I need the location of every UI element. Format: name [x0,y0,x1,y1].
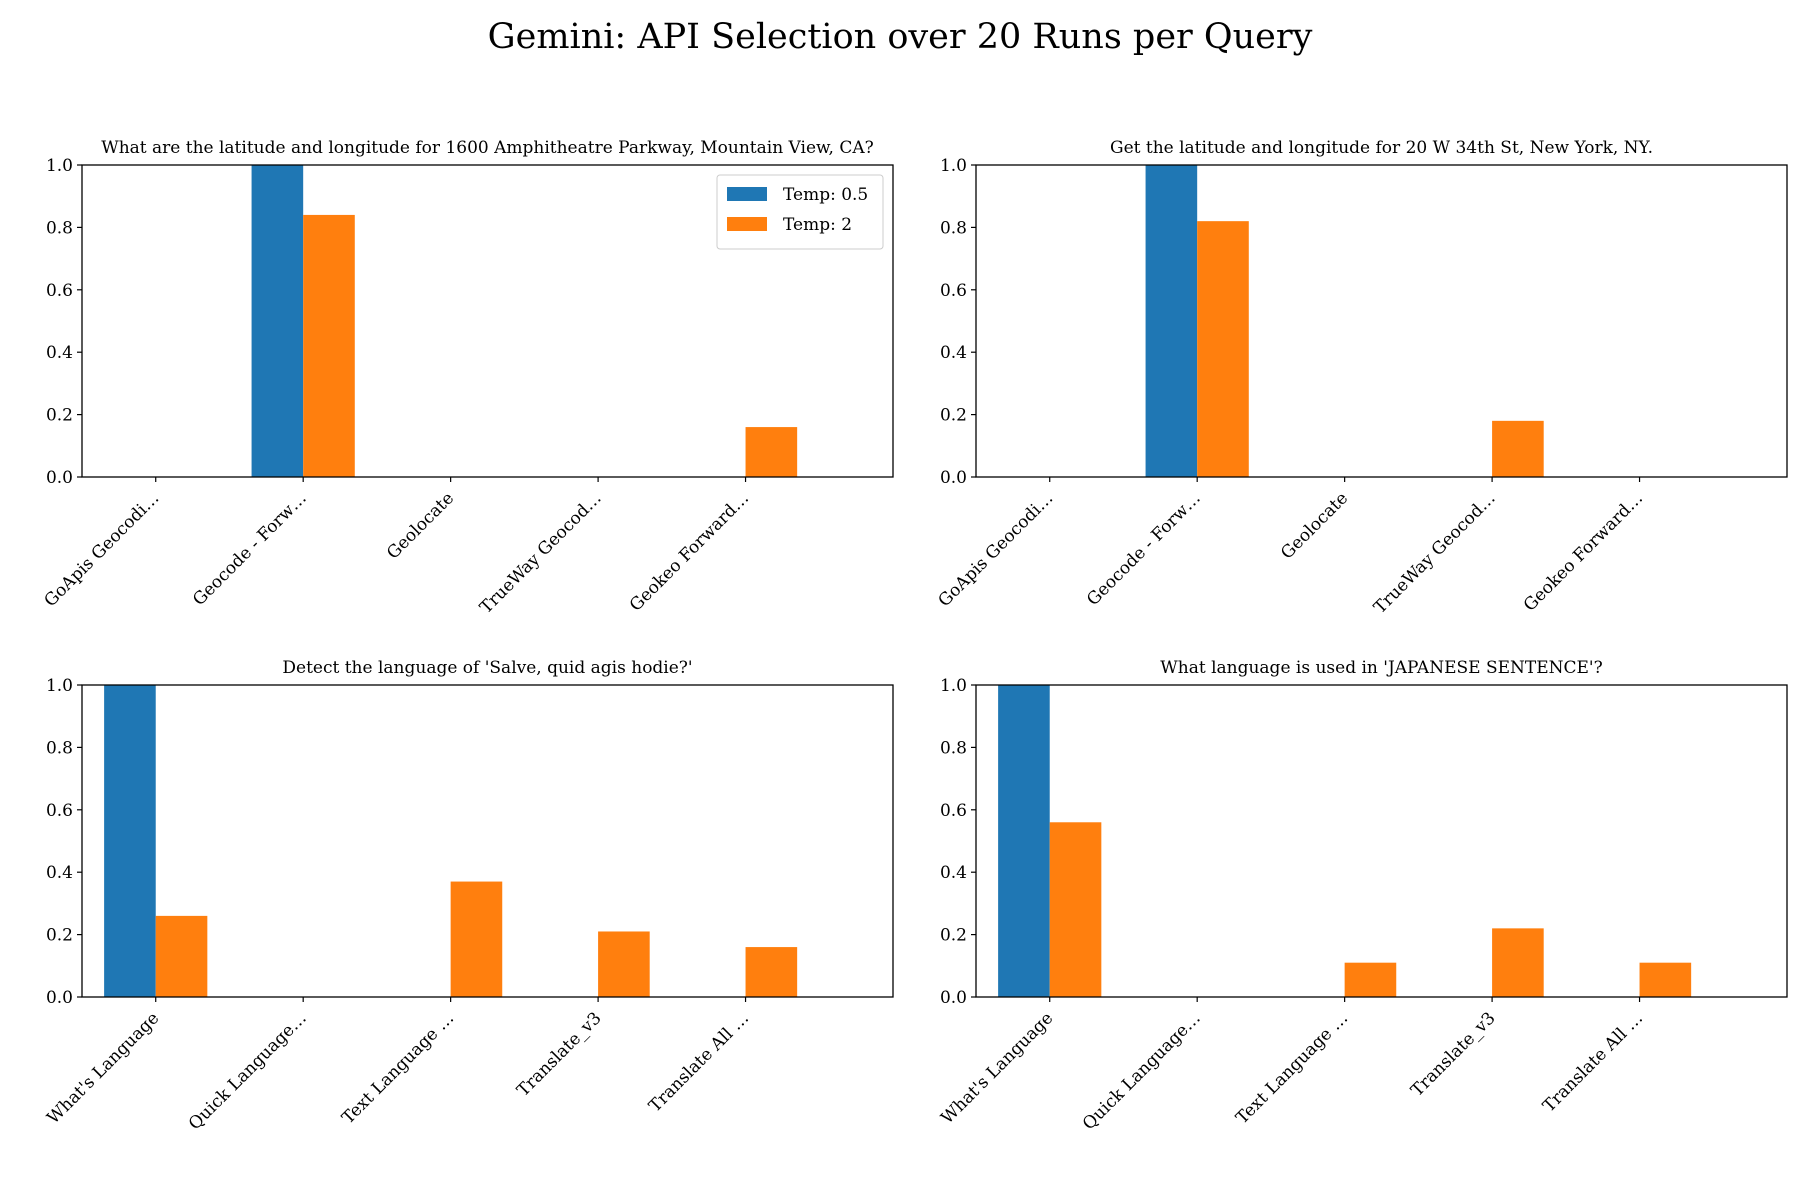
bar-temp-2-0 [155,915,208,997]
x-tick-label: Geokeo Forward… [626,488,753,615]
panel-title: Get the latitude and longitude for 20 W … [1110,138,1653,158]
bar-temp-2-4 [745,947,798,997]
x-tick-label: GoApis Geocodi… [41,488,164,611]
bar-temp-0-5-1 [251,165,304,477]
y-tick-label: 0.0 [940,468,967,488]
legend-label: Temp: 2 [783,215,852,235]
panel-title: Detect the language of 'Salve, quid agis… [282,658,692,678]
x-tick-label: Text Language … [338,1008,458,1128]
y-tick-label: 0.6 [46,281,73,301]
x-tick-label: Translate All … [1539,1008,1647,1116]
bar-temp-0-5-1 [1145,165,1198,477]
bar-temp-2-2 [1344,962,1397,997]
x-tick-label: What's Language [937,1008,1057,1128]
panels: What are the latitude and longitude for … [41,138,1788,1134]
bar-temp-2-3 [598,931,650,997]
y-tick-label: 1.0 [46,156,73,176]
x-tick-label: Quick Language… [1079,1008,1205,1134]
y-tick-label: 0.8 [46,218,73,238]
panel-1: What are the latitude and longitude for … [41,138,894,618]
panel-3: Detect the language of 'Salve, quid agis… [43,658,894,1134]
bar-temp-2-1 [1197,221,1249,477]
y-tick-label: 0.6 [940,281,967,301]
x-tick-label: Translate All … [645,1008,753,1116]
axes-frame [81,164,894,478]
panel-title: What language is used in 'JAPANESE SENTE… [1160,658,1602,678]
x-tick-label: TrueWay Geocod… [1370,488,1500,617]
legend: Temp: 0.5 Temp: 2 [716,174,884,250]
panel-4: What language is used in 'JAPANESE SENTE… [937,658,1788,1134]
x-tick-label: Text Language … [1232,1008,1352,1128]
bar-temp-2-3 [1492,420,1544,477]
bar-temp-2-3 [1492,928,1544,997]
x-tick-label: Geolocate [383,488,458,563]
y-tick-label: 0.8 [940,738,967,758]
x-tick-label: GoApis Geocodi… [935,488,1058,611]
bar-temp-2-1 [303,214,355,478]
y-tick-label: 0.4 [46,863,73,883]
y-tick-label: 0.8 [940,218,967,238]
legend-label: Temp: 0.5 [783,185,868,205]
y-tick-label: 0.0 [46,988,73,1008]
panel-title: What are the latitude and longitude for … [101,138,874,158]
x-tick-label: Geocode - Forw… [189,488,311,610]
y-tick-label: 1.0 [940,156,967,176]
y-tick-label: 0.4 [940,343,967,363]
axes-frame [975,684,1788,998]
x-tick-label: TrueWay Geocod… [476,488,605,617]
axes-frame [975,164,1788,478]
legend-swatch [727,187,767,201]
x-tick-label: Quick Language… [185,1008,311,1134]
bar-temp-2-0 [1049,822,1102,997]
y-tick-label: 0.2 [46,406,73,426]
bar-temp-0-5-0 [104,685,156,997]
y-tick-label: 1.0 [46,676,73,696]
bar-temp-0-5-0 [998,685,1050,997]
x-tick-label: Geolocate [1277,488,1352,563]
y-tick-label: 0.6 [46,801,73,821]
y-tick-label: 0.6 [940,801,967,821]
x-tick-label: Geocode - Forw… [1083,488,1205,610]
bar-temp-2-4 [1639,962,1692,997]
y-tick-label: 0.2 [940,926,967,946]
x-tick-label: Translate_v3 [513,1008,605,1100]
y-tick-label: 0.8 [46,738,73,758]
panel-2: Get the latitude and longitude for 20 W … [935,138,1788,618]
y-tick-label: 0.4 [940,863,967,883]
y-tick-label: 0.0 [46,468,73,488]
bar-temp-2-2 [450,881,503,997]
x-tick-label: Translate_v3 [1407,1008,1499,1100]
y-tick-label: 0.4 [46,343,73,363]
bar-temp-2-4 [745,427,798,477]
y-tick-label: 0.0 [940,988,967,1008]
x-tick-label: What's Language [43,1008,163,1128]
legend-swatch [727,217,767,231]
y-tick-label: 0.2 [940,406,967,426]
axes-frame [81,684,894,998]
x-tick-label: Geokeo Forward… [1520,488,1647,615]
figure-title: Gemini: API Selection over 20 Runs per Q… [488,17,1313,57]
y-tick-label: 1.0 [940,676,967,696]
y-tick-label: 0.2 [46,926,73,946]
